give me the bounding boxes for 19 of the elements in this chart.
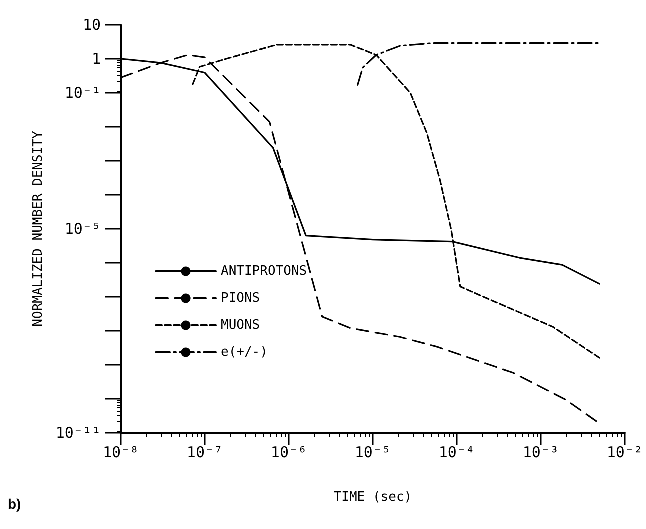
x-tick-label: 10⁻⁶ (270, 444, 308, 462)
y-tick-label: 10 (82, 16, 101, 34)
legend-label: ANTIPROTONS (221, 264, 308, 279)
legend-label: e(+/-) (221, 345, 268, 360)
x-tick-label: 10⁻² (606, 444, 643, 462)
legend-label: PIONS (221, 291, 260, 306)
x-tick-label: 10⁻³ (522, 444, 560, 462)
y-tick-label: 10⁻¹¹ (56, 424, 101, 442)
y-tick-label: 10⁻⁵ (64, 220, 101, 238)
x-axis-title: TIME (sec) (334, 490, 412, 505)
x-tick-label: 10⁻⁵ (354, 444, 392, 462)
x-tick-label: 10⁻⁸ (102, 444, 140, 462)
y-tick-label: 10⁻¹ (64, 84, 101, 102)
y-axis-title: NORMALIZED NUMBER DENSITY (30, 130, 46, 327)
text: b) (8, 496, 22, 512)
x-tick-label: 10⁻⁴ (438, 444, 476, 462)
legend-label: MUONS (221, 318, 260, 333)
x-tick-label: 10⁻⁷ (186, 444, 224, 462)
y-tick-label: 1 (92, 50, 101, 68)
